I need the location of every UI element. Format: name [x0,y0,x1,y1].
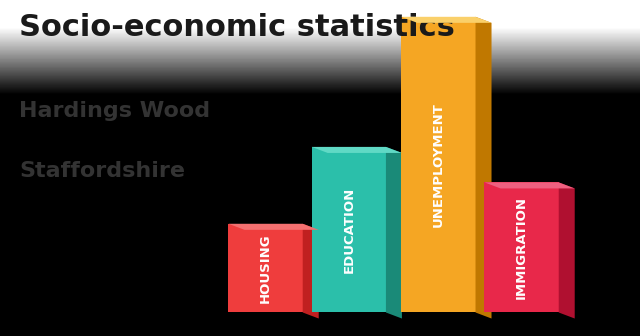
Polygon shape [303,224,319,319]
Polygon shape [401,312,492,319]
Text: Hardings Wood: Hardings Wood [19,101,211,121]
Text: Staffordshire: Staffordshire [19,161,185,181]
Polygon shape [476,17,492,319]
Polygon shape [484,182,559,312]
Polygon shape [484,182,575,188]
Polygon shape [484,312,575,319]
Polygon shape [228,224,303,312]
Text: Socio-economic statistics: Socio-economic statistics [19,13,455,42]
Text: EDUCATION: EDUCATION [342,186,355,273]
Text: IMMIGRATION: IMMIGRATION [515,196,528,299]
Polygon shape [312,147,386,312]
Text: UNEMPLOYMENT: UNEMPLOYMENT [432,102,445,227]
Text: HOUSING: HOUSING [259,233,272,303]
Polygon shape [228,312,319,319]
Polygon shape [386,147,402,319]
Polygon shape [559,182,575,319]
Polygon shape [312,312,402,319]
Polygon shape [312,147,402,153]
Polygon shape [401,17,492,23]
Polygon shape [401,17,476,312]
Polygon shape [228,224,319,230]
